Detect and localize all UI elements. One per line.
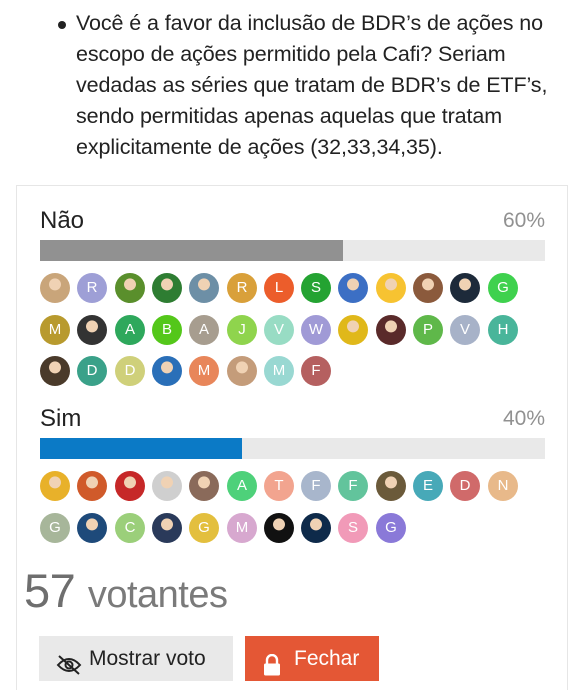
voter-avatar[interactable]: J [227, 315, 257, 345]
voter-avatar[interactable]: G [40, 513, 70, 543]
voter-avatar[interactable]: D [77, 356, 107, 386]
voter-avatar[interactable] [152, 513, 182, 543]
voter-avatar[interactable]: V [450, 315, 480, 345]
voter-avatar[interactable]: R [77, 273, 107, 303]
voter-avatar[interactable] [338, 273, 368, 303]
question-item: Você é a favor da inclusão de BDR’s de a… [58, 8, 567, 163]
voter-avatar[interactable]: F [301, 471, 331, 501]
option-label: Não [40, 207, 85, 234]
voter-avatar[interactable] [152, 471, 182, 501]
voter-avatar[interactable] [301, 513, 331, 543]
voter-avatar[interactable]: S [301, 273, 331, 303]
voter-avatar[interactable]: A [189, 315, 219, 345]
voter-avatar[interactable] [40, 273, 70, 303]
result-bar [40, 240, 545, 261]
question: Você é a favor da inclusão de BDR’s de a… [0, 8, 581, 163]
voter-avatar[interactable]: H [488, 315, 518, 345]
voter-avatar[interactable]: N [488, 471, 518, 501]
voter-avatar[interactable]: F [301, 356, 331, 386]
close-poll-button[interactable]: Fechar [245, 636, 379, 681]
voter-avatar[interactable] [152, 273, 182, 303]
voter-avatar[interactable]: L [264, 273, 294, 303]
question-line-1: Você é a favor da inclusão de BDR’s de a… [76, 11, 544, 35]
show-vote-label: Mostrar voto [89, 647, 206, 670]
voter-avatar[interactable] [450, 273, 480, 303]
eye-slash-icon [56, 647, 82, 690]
voter-avatar[interactable] [40, 356, 70, 386]
voter-avatar[interactable]: M [40, 315, 70, 345]
voters-count-label: votantes [87, 574, 228, 616]
voter-avatar[interactable] [77, 513, 107, 543]
bullet-icon [58, 21, 66, 29]
voter-avatar[interactable] [376, 273, 406, 303]
voters-count-number: 57 [24, 564, 76, 617]
voters-count: 57 votantes [24, 563, 228, 618]
voter-avatar[interactable]: G [488, 273, 518, 303]
voter-avatar[interactable]: A [115, 315, 145, 345]
voter-avatar[interactable] [227, 356, 257, 386]
voter-avatar[interactable]: B [152, 315, 182, 345]
voter-avatar[interactable]: G [376, 513, 406, 543]
question-list: Você é a favor da inclusão de BDR’s de a… [0, 8, 581, 163]
question-line-3: vedadas as séries que tratam de BDR’s de… [76, 73, 548, 97]
voter-avatar[interactable] [189, 273, 219, 303]
voter-avatar[interactable]: W [301, 315, 331, 345]
question-line-5: explicitamente de ações (32,33,34,35). [76, 135, 443, 159]
voter-avatar[interactable] [152, 356, 182, 386]
voter-avatar[interactable] [115, 273, 145, 303]
voter-avatar[interactable] [338, 315, 368, 345]
voter-avatar[interactable] [376, 315, 406, 345]
voter-avatar[interactable]: M [227, 513, 257, 543]
voter-avatar[interactable]: T [264, 471, 294, 501]
voter-avatar[interactable] [77, 471, 107, 501]
voter-avatar[interactable]: F [338, 471, 368, 501]
voter-avatar[interactable]: V [264, 315, 294, 345]
show-vote-button[interactable]: Mostrar voto [39, 636, 233, 681]
voter-avatar[interactable]: C [115, 513, 145, 543]
option-header: Sim 40% [40, 405, 545, 435]
voter-avatar[interactable]: P [413, 315, 443, 345]
voter-avatar[interactable]: A [227, 471, 257, 501]
result-bar [40, 438, 545, 459]
voter-avatar[interactable]: M [189, 356, 219, 386]
question-line-4: sendo permitidas apenas aquelas que trat… [76, 104, 503, 128]
voter-avatar[interactable] [376, 471, 406, 501]
voter-avatar[interactable] [413, 273, 443, 303]
close-label: Fechar [294, 647, 360, 670]
voter-avatar[interactable]: M [264, 356, 294, 386]
voter-avatar[interactable] [77, 315, 107, 345]
option-header: Não 60% [40, 207, 545, 237]
option-percent: 60% [502, 209, 545, 232]
result-bar-fill [40, 438, 242, 459]
voter-avatar[interactable]: D [450, 471, 480, 501]
voter-avatar[interactable] [189, 471, 219, 501]
option-percent: 40% [502, 407, 545, 430]
lock-icon [263, 647, 281, 690]
result-bar-fill [40, 240, 343, 261]
voter-avatar[interactable] [264, 513, 294, 543]
voter-avatar[interactable]: G [189, 513, 219, 543]
voter-avatar[interactable] [115, 471, 145, 501]
voter-avatar[interactable]: R [227, 273, 257, 303]
voter-avatar[interactable]: D [115, 356, 145, 386]
voter-avatar[interactable]: E [413, 471, 443, 501]
option-label: Sim [40, 405, 82, 432]
voter-avatar[interactable]: S [338, 513, 368, 543]
voter-avatar[interactable] [40, 471, 70, 501]
question-line-2: escopo de ações permitido pela Cafi? Ser… [76, 42, 506, 66]
